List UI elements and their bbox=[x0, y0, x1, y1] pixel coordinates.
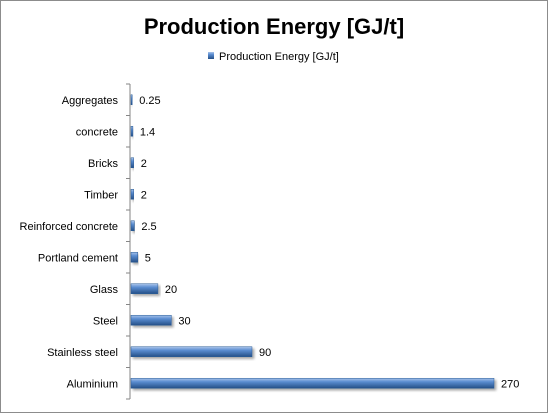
category-labels: Aggregates concrete Bricks Timber Reinforced… bbox=[20, 95, 119, 391]
bar bbox=[130, 94, 133, 105]
value-labels: 0.25 1.4 2 2 2.5 5 20 30 90 270 bbox=[139, 95, 519, 391]
bar bbox=[130, 315, 172, 326]
value-label: 20 bbox=[165, 284, 177, 296]
value-label: 5 bbox=[145, 252, 151, 264]
value-label: 0.25 bbox=[139, 95, 160, 107]
category-label: Reinforced concrete bbox=[20, 221, 118, 233]
value-label: 2 bbox=[141, 158, 147, 170]
value-label: 2.5 bbox=[141, 221, 156, 233]
bar bbox=[130, 346, 253, 357]
category-label: Bricks bbox=[88, 158, 118, 170]
category-label: concrete bbox=[76, 126, 118, 138]
category-label: Stainless steel bbox=[47, 347, 118, 359]
bar bbox=[130, 157, 134, 168]
y-axis-ticks bbox=[126, 83, 130, 400]
value-label: 1.4 bbox=[140, 126, 155, 138]
bar bbox=[130, 126, 134, 137]
category-label: Aluminium bbox=[67, 378, 118, 390]
category-label: Aggregates bbox=[62, 95, 119, 107]
bars-group bbox=[130, 94, 495, 389]
value-label: 270 bbox=[501, 378, 519, 390]
category-label: Glass bbox=[90, 284, 119, 296]
value-label: 30 bbox=[178, 315, 190, 327]
bar bbox=[130, 189, 134, 200]
bar bbox=[130, 283, 159, 294]
legend-label: Production Energy [GJ/t] bbox=[219, 51, 339, 63]
category-label: Portland cement bbox=[38, 252, 118, 264]
legend: Production Energy [GJ/t] bbox=[208, 51, 339, 63]
bar bbox=[130, 220, 135, 231]
value-label: 2 bbox=[141, 189, 147, 201]
category-label: Timber bbox=[84, 189, 118, 201]
bar bbox=[130, 378, 495, 389]
value-label: 90 bbox=[259, 347, 271, 359]
category-label: Steel bbox=[93, 315, 118, 327]
bar bbox=[130, 252, 138, 263]
legend-swatch bbox=[208, 52, 214, 59]
chart-title: Production Energy [GJ/t] bbox=[144, 14, 404, 39]
